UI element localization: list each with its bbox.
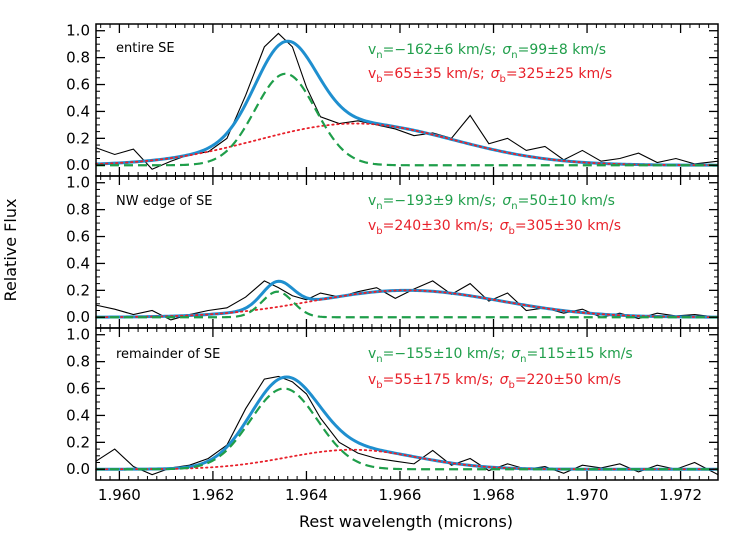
x-tick-label: 1.966 [379,486,422,504]
y-tick-label: 0.8 [66,49,90,67]
x-tick-label: 1.962 [191,486,234,504]
y-tick-label: 0.0 [66,308,90,326]
y-tick-label: 0.2 [66,433,90,451]
broad-component-line [95,448,719,471]
y-tick-label: 0.6 [66,228,90,246]
broad-component-line [95,122,719,167]
panel-remainder-of-se: remainder of SE vn=−155±10 km/s; σn=115±1… [95,346,719,476]
narrow-component-line [96,72,718,167]
panel-nw-edge-of-se: NW edge of SE vn=−193±9 km/s; σn=50±10 km… [95,193,719,321]
y-tick-label: 0.8 [66,353,90,371]
x-tick-label: 1.960 [98,486,141,504]
narrow-component-line [96,290,718,319]
narrow-component-line [96,387,718,471]
y-tick-label: 0.0 [66,156,90,174]
narrow-component-annotation: vn=−155±10 km/s; σn=115±15 km/s [368,346,633,365]
panel-label: remainder of SE [116,347,220,362]
x-tick-label: 1.964 [285,486,328,504]
y-tick-label: 0.2 [66,129,90,147]
y-tick-label: 1.0 [66,22,90,40]
y-tick-label: 0.4 [66,102,90,120]
broad-component-annotation: vb=240±30 km/s; σb=305±30 km/s [368,218,621,237]
y-axis-title: Relative Flux [1,199,20,302]
y-tick-label: 0.4 [66,254,90,272]
y-tick-label: 1.0 [66,174,90,192]
narrow-component-annotation: vn=−193±9 km/s; σn=50±10 km/s [368,193,615,212]
y-tick-label: 0.6 [66,76,90,94]
panel-label: NW edge of SE [116,194,212,209]
x-axis-title: Rest wavelength (microns) [299,512,513,531]
broad-component-annotation: vb=65±35 km/s; σb=325±25 km/s [368,66,612,85]
x-tick-label: 1.968 [472,486,515,504]
axes-layer: 0.00.20.40.60.81.00.00.20.40.60.81.00.00… [66,22,719,504]
y-tick-label: 0.4 [66,406,90,424]
narrow-component-annotation: vn=−162±6 km/s; σn=99±8 km/s [368,42,606,61]
observed-spectrum-line [95,375,719,476]
y-tick-label: 0.8 [66,201,90,219]
x-tick-label: 1.970 [566,486,609,504]
broad-component-annotation: vb=55±175 km/s; σb=220±50 km/s [368,372,621,391]
y-tick-label: 1.0 [66,326,90,344]
panel-label: entire SE [116,41,175,56]
y-tick-label: 0.6 [66,380,90,398]
panel-entire-se: entire SE vn=−162±6 km/s; σn=99±8 km/s vb… [95,32,719,170]
y-tick-label: 0.2 [66,281,90,299]
panel-frame [95,327,719,481]
y-tick-label: 0.0 [66,460,90,478]
broad-component-line [95,289,719,319]
x-tick-label: 1.972 [659,486,702,504]
